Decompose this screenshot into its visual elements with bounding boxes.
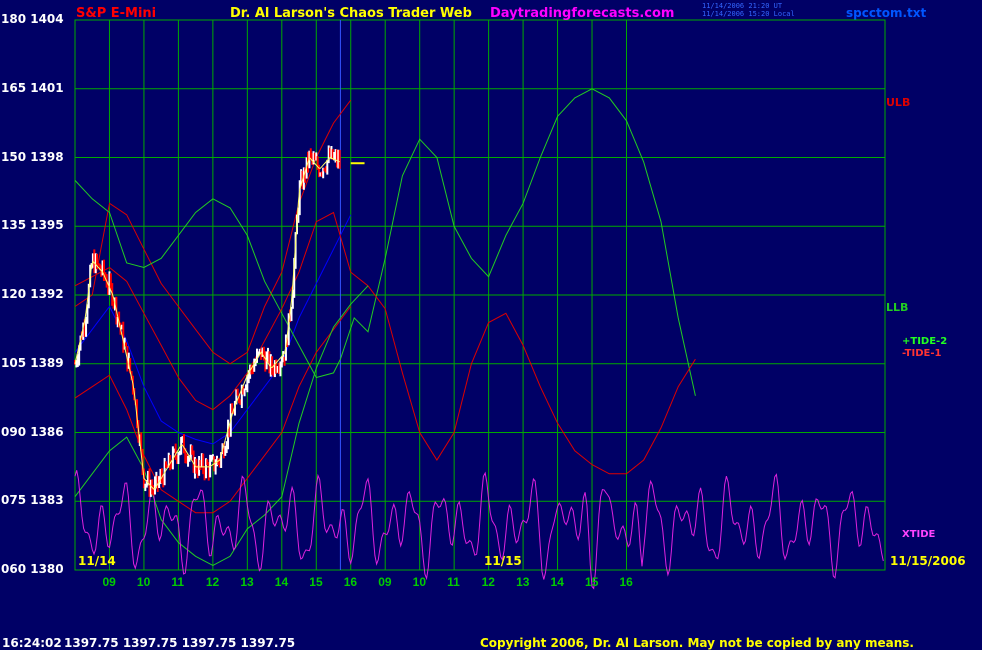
date-mid: 11/15	[484, 554, 522, 568]
x-tick-label: 10	[412, 575, 427, 589]
x-tick-label: 16	[619, 575, 633, 589]
smoothed-price-line	[74, 156, 340, 490]
grid-lines	[75, 19, 885, 571]
y-tick-label: 150 1398	[1, 149, 64, 164]
chart-title: Dr. Al Larson's Chaos Trader Web	[230, 6, 472, 21]
x-tick-label: 12	[205, 575, 220, 589]
legend-tide1: -TIDE-1	[902, 348, 942, 359]
legend-xtide: XTIDE	[902, 529, 936, 540]
x-tick-label: 09	[378, 575, 392, 589]
x-tick-label: 10	[136, 575, 151, 589]
date-left: 11/14	[78, 554, 116, 568]
footer-copyright: Copyright 2006, Dr. Al Larson. May not b…	[480, 636, 914, 650]
x-tick-label: 14	[274, 575, 289, 589]
series-line	[74, 285, 369, 566]
site-label: Daytradingforecasts.com	[490, 6, 675, 21]
footer-quotes: 1397.75 1397.75 1397.75 1397.75	[64, 636, 296, 650]
y-tick-label: 165 1401	[1, 80, 64, 95]
legend-ulb: ULB	[886, 96, 911, 109]
x-tick-label: 14	[550, 575, 564, 589]
y-tick-label: 180 1404	[1, 12, 64, 26]
x-tick-label: 09	[102, 575, 116, 589]
date-right: 11/15/2006	[890, 554, 966, 568]
y-tick-label: 090 1386	[1, 424, 64, 439]
price-bars	[74, 145, 365, 497]
x-tick-label: 11	[447, 575, 460, 589]
series-line	[74, 211, 696, 475]
y-tick-label: 105 1389	[1, 355, 64, 370]
series-line	[74, 88, 696, 396]
symbol-label: S&P E-Mini	[76, 6, 157, 21]
series-line	[74, 306, 352, 514]
series-layer	[74, 88, 884, 590]
x-tick-label: 15	[309, 575, 323, 589]
y-tick-label: 135 1395	[1, 218, 64, 233]
stamp-local: 11/14/2006 15:20 Local	[702, 10, 795, 18]
y-tick-label: 075 1383	[1, 493, 64, 508]
stamp-ut: 11/14/2006 21:20 UT	[702, 2, 783, 10]
x-tick-label: 11	[171, 575, 185, 589]
y-tick-label: 060 1380	[1, 562, 64, 576]
legend-llb: LLB	[886, 301, 909, 314]
y-tick-label: 120 1392	[1, 287, 64, 301]
file-label: spcctom.txt	[846, 6, 927, 20]
x-tick-label: 13	[516, 575, 530, 589]
x-tick-label: 13	[240, 575, 254, 589]
x-tick-label: 16	[343, 575, 358, 589]
footer-time: 16:24:02	[2, 636, 62, 650]
xtide-line	[74, 470, 884, 590]
legend-tide2: +TIDE-2	[902, 336, 948, 347]
x-tick-label: 15	[585, 575, 599, 589]
x-tick-label: 12	[481, 575, 495, 589]
